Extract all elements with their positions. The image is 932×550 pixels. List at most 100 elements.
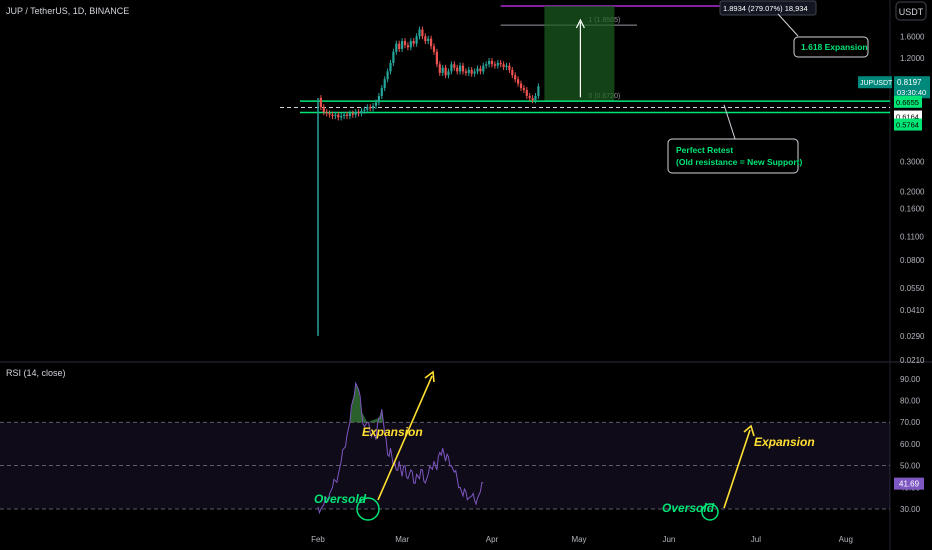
candle	[328, 110, 331, 118]
candle-body	[351, 113, 354, 115]
candle-body	[441, 67, 444, 73]
candle	[435, 48, 438, 68]
candle	[337, 111, 340, 121]
candle	[447, 68, 450, 79]
candle	[427, 35, 430, 45]
rsi-value: 41.69	[899, 480, 920, 489]
candle-body	[331, 114, 334, 117]
rsi-tick-label: 90.00	[900, 375, 921, 384]
candle	[322, 104, 325, 116]
projection-arrow-head	[575, 18, 585, 29]
price-label: 0.6655	[896, 98, 919, 107]
candle	[395, 40, 398, 55]
candle	[505, 62, 508, 71]
callout-pointer	[723, 104, 737, 143]
price-label: 0.6164	[896, 113, 919, 122]
candle	[380, 85, 383, 99]
symbol-badge: JUPUSDT	[860, 80, 893, 87]
price-layer: 1 (1.8565)0 (0.6720)	[280, 5, 890, 336]
candle	[360, 107, 363, 117]
candle	[409, 38, 412, 51]
candle-body	[401, 41, 404, 49]
candle-body	[363, 109, 366, 111]
candle-body	[482, 65, 485, 72]
candle	[377, 92, 380, 106]
candle-body	[528, 95, 531, 99]
candle-body	[447, 71, 450, 76]
candle-body	[461, 65, 465, 72]
candle-body	[372, 105, 375, 109]
candle-body	[519, 83, 523, 89]
candle-body	[470, 69, 473, 74]
candle	[372, 102, 375, 112]
rsi-layer	[0, 381, 890, 515]
candle	[348, 110, 351, 120]
candle	[519, 80, 523, 92]
projection-label: 1.8934 (279.07%) 18,934	[723, 4, 808, 13]
candle-body	[490, 60, 494, 65]
candle	[508, 62, 511, 73]
candle-body	[534, 95, 537, 101]
rsi-value-bg	[894, 477, 924, 490]
candle	[389, 59, 392, 75]
candle-body	[531, 98, 534, 101]
expansion-label: Expansion	[362, 425, 423, 439]
candle	[511, 66, 514, 79]
symbol-badge-bg	[858, 76, 892, 89]
candle	[334, 111, 337, 120]
candle-body	[337, 114, 340, 118]
price-tick-label: 0.0210	[900, 356, 925, 365]
candle	[392, 48, 395, 66]
expansion-callout-text: 1.618 Expansion	[801, 42, 868, 52]
candle-body	[459, 65, 462, 72]
candle	[464, 68, 467, 76]
rsi-series-line	[317, 381, 484, 515]
time-tick-label: Jul	[751, 535, 761, 544]
candle	[450, 61, 453, 75]
candle	[401, 38, 404, 53]
candle	[537, 83, 540, 99]
candle-body	[334, 114, 337, 117]
rsi-tick-label: 30.00	[900, 505, 921, 514]
candle-body	[343, 114, 346, 117]
candle-body	[328, 113, 331, 115]
projection-label-box	[719, 0, 817, 16]
candle	[490, 58, 494, 68]
price-tick-label: 0.1600	[900, 204, 925, 213]
candle-body	[505, 65, 508, 68]
last-price-bg	[894, 76, 930, 99]
candle-body	[418, 29, 421, 37]
candle	[325, 109, 328, 117]
candle-body	[430, 38, 433, 47]
time-tick-label: Jun	[662, 535, 675, 544]
time-tick-label: May	[571, 535, 586, 544]
candle-body	[488, 60, 491, 65]
price-tick-label: 0.1100	[900, 232, 924, 241]
oversold-circle	[356, 497, 380, 521]
candle-body	[479, 68, 482, 72]
candle	[488, 58, 491, 68]
time-tick-label: Feb	[311, 535, 325, 544]
candle-body	[395, 43, 398, 52]
currency-button[interactable]: USDT	[895, 1, 927, 21]
candle-body	[348, 113, 351, 117]
candle	[514, 72, 517, 83]
candle-body	[412, 41, 415, 44]
candle-body	[421, 29, 424, 37]
candle	[485, 61, 488, 69]
candle-body	[485, 64, 488, 66]
candle-body	[392, 51, 395, 63]
candle-body	[453, 64, 456, 68]
candle-body	[406, 45, 409, 48]
candle	[467, 66, 470, 76]
candle-body	[322, 107, 325, 113]
retest-callout-box	[667, 138, 799, 174]
rsi-tick-label: 70.00	[900, 418, 921, 427]
candle-body	[403, 41, 407, 46]
candle-body	[319, 98, 322, 108]
candle-body	[374, 102, 378, 106]
candle-body	[435, 51, 438, 65]
candle	[319, 95, 322, 111]
